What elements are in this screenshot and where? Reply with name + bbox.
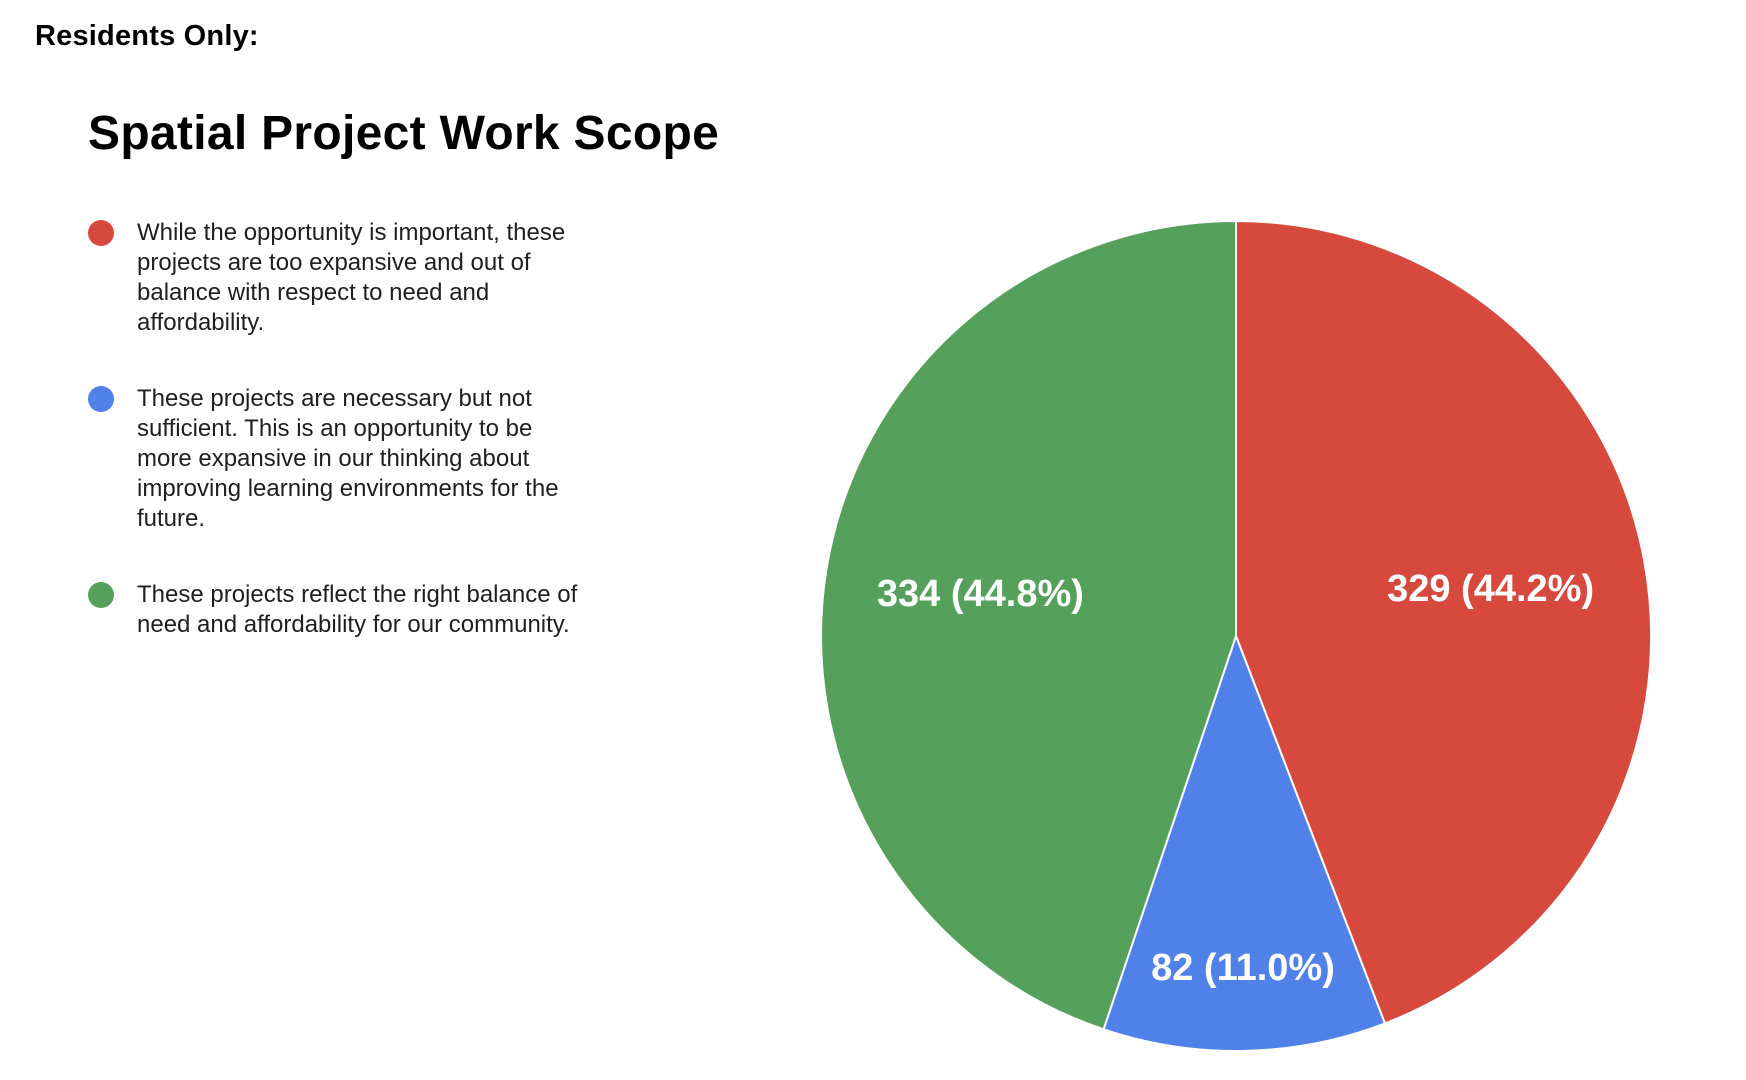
chart-legend: While the opportunity is important, thes… [88, 218, 708, 640]
legend-blue-dot-icon [88, 386, 114, 412]
legend-item-right-balance: These projects reflect the right balance… [88, 580, 708, 640]
pie-slice-too-expansive[interactable] [1235, 220, 1652, 1025]
legend-item-necessary-but-not-sufficient: These projects are necessary but not suf… [88, 384, 708, 534]
pie-slice-right-balance[interactable] [820, 220, 1237, 1031]
legend-label: These projects are necessary but not suf… [137, 385, 559, 532]
residents-only-heading: Residents Only: [35, 20, 259, 52]
legend-green-dot-icon [88, 582, 114, 608]
legend-item-too-expansive: While the opportunity is important, thes… [88, 218, 708, 338]
pie-chart: 329 (44.2%)82 (11.0%)334 (44.8%) [820, 220, 1652, 1053]
chart-title: Spatial Project Work Scope [88, 107, 720, 160]
legend-label: While the opportunity is important, thes… [137, 219, 566, 336]
legend-label: These projects reflect the right balance… [137, 581, 578, 638]
legend-red-dot-icon [88, 220, 114, 246]
pie-slice-necessary-but-not-sufficient[interactable] [1102, 635, 1386, 1053]
